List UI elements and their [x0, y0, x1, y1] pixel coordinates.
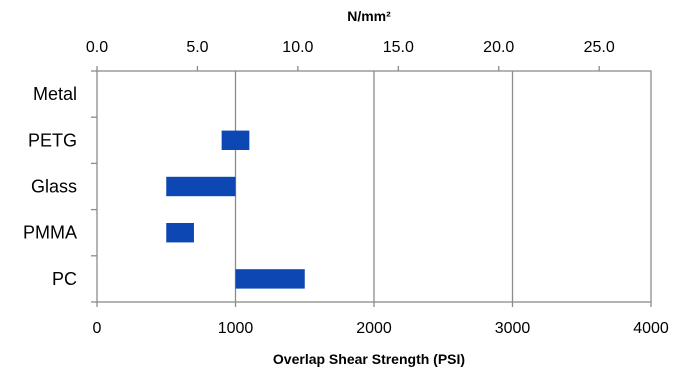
category-label-pc: PC	[52, 269, 77, 289]
bars	[166, 130, 305, 289]
category-label-petg: PETG	[28, 130, 77, 150]
category-labels: Metal PETG Glass PMMA PC	[23, 84, 77, 289]
bar-petg	[221, 130, 250, 151]
category-label-pmma: PMMA	[23, 223, 77, 243]
top-tick-label: 10.0	[282, 39, 313, 56]
category-label-glass: Glass	[31, 177, 77, 197]
top-tick-label: 5.0	[186, 39, 208, 56]
bar-pmma	[166, 222, 194, 243]
x-axis-title: Overlap Shear Strength (PSI)	[273, 351, 465, 367]
gridlines	[234, 71, 514, 302]
bar-pc	[235, 269, 305, 289]
bottom-tick-label: 1000	[218, 320, 254, 337]
top-tick-label: 15.0	[383, 39, 414, 56]
secondary-x-axis-title: N/mm²	[347, 8, 391, 24]
bottom-tick-label: 4000	[633, 320, 669, 337]
top-tick-label: 20.0	[483, 39, 514, 56]
category-label-metal: Metal	[33, 84, 77, 104]
top-tick-label: 25.0	[584, 39, 615, 56]
bottom-tick-labels: 0 1000 2000 3000 4000	[93, 320, 669, 337]
bottom-tick-label: 2000	[356, 320, 392, 337]
plot-frame	[91, 66, 652, 307]
bar-glass	[166, 176, 236, 197]
bottom-tick-label: 3000	[495, 320, 531, 337]
bottom-tick-label: 0	[93, 320, 102, 337]
top-tick-label: 0.0	[86, 39, 108, 56]
top-tick-labels: 0.0 5.0 10.0 15.0 20.0 25.0	[86, 39, 615, 56]
